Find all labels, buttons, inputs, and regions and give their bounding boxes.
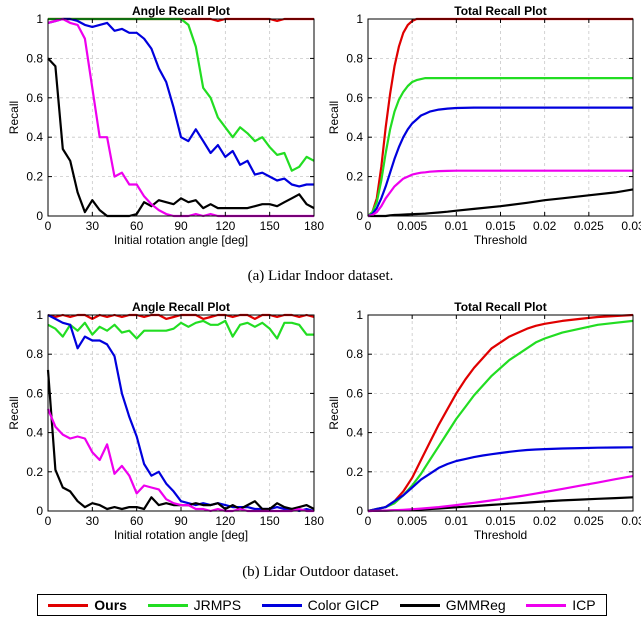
- y-tick-label: 0.2: [26, 465, 43, 479]
- x-tick-label: 0.01: [445, 514, 469, 528]
- x-tick-label: 0.01: [445, 219, 469, 233]
- y-tick-label: 0: [36, 209, 43, 223]
- chart-title: Angle Recall Plot: [132, 4, 230, 18]
- x-tick-label: 0: [365, 219, 372, 233]
- legend-swatch-jrmps: [147, 603, 188, 607]
- y-tick-label: 0: [356, 504, 363, 518]
- y-tick-label: 0.6: [346, 91, 363, 105]
- x-axis-label: Threshold: [474, 233, 527, 247]
- legend-label-jrmps: JRMPS: [193, 597, 242, 613]
- y-tick-label: 0.2: [346, 170, 363, 184]
- y-tick-label: 0.4: [346, 426, 363, 440]
- y-tick-label: 0.6: [26, 386, 43, 400]
- x-tick-label: 0: [45, 219, 52, 233]
- legend-item-color-gicp: Color GICP: [261, 597, 380, 613]
- y-tick-label: 0: [36, 504, 43, 518]
- x-tick-label: 0.025: [574, 219, 604, 233]
- y-tick-label: 0: [356, 209, 363, 223]
- series-line-jrmps: [367, 76, 633, 217]
- legend-item-ours: Ours: [48, 597, 127, 613]
- x-tick-label: 120: [215, 514, 235, 528]
- legend-label-color-gicp: Color GICP: [307, 597, 380, 613]
- y-tick-label: 1: [36, 12, 43, 26]
- x-tick-label: 30: [86, 514, 100, 528]
- y-tick-label: 1: [36, 308, 43, 322]
- legend-swatch-icp: [526, 603, 567, 607]
- x-tick-label: 180: [304, 514, 324, 528]
- y-axis-label: Recall: [7, 396, 21, 429]
- legend-label-icp: ICP: [572, 597, 596, 613]
- legend-label-ours: Ours: [94, 597, 127, 613]
- x-tick-label: 90: [174, 514, 188, 528]
- x-axis-label: Initial rotation angle [deg]: [114, 233, 248, 247]
- x-tick-label: 150: [260, 514, 280, 528]
- chart-outdoor-total: 0 0.005 0.01 0.015 0.02 0.025 0.03 0 0.2 0.4 0.6 0.…: [327, 300, 641, 542]
- legend-item-icp: ICP: [526, 597, 596, 613]
- x-tick-label: 60: [130, 219, 144, 233]
- x-tick-label: 0.005: [397, 514, 427, 528]
- legend: Ours JRMPS Color GICP GMMReg ICP: [37, 594, 607, 616]
- legend-item-gmmreg: GMMReg: [399, 597, 506, 613]
- y-tick-label: 0.4: [26, 130, 43, 144]
- x-tick-label: 120: [215, 219, 235, 233]
- y-tick-label: 0.8: [26, 347, 43, 361]
- y-tick-label: 1: [356, 12, 363, 26]
- y-tick-label: 0.4: [26, 426, 43, 440]
- y-tick-label: 0.8: [346, 347, 363, 361]
- series-line-jrmps: [47, 319, 314, 340]
- chart-indoor-angle: 0 30 60 90 120 150 180 0 0.2 0.4 0.6 0.8 1 Angle Reca…: [7, 4, 324, 247]
- x-tick-label: 60: [130, 514, 144, 528]
- x-tick-label: 0.03: [621, 219, 641, 233]
- legend-item-jrmps: JRMPS: [147, 597, 242, 613]
- y-tick-label: 0.8: [26, 51, 43, 65]
- x-tick-label: 0.02: [533, 514, 557, 528]
- series-line-icp: [367, 169, 633, 218]
- y-tick-label: 0.6: [26, 91, 43, 105]
- series-line-color_gicp: [367, 446, 634, 513]
- x-tick-label: 0: [45, 514, 52, 528]
- y-tick-label: 0.6: [346, 386, 363, 400]
- y-axis-label: Recall: [7, 101, 21, 134]
- x-tick-label: 0: [365, 514, 372, 528]
- x-tick-label: 0.03: [621, 514, 641, 528]
- y-axis-label: Recall: [327, 396, 341, 429]
- chart-title: Total Recall Plot: [454, 4, 546, 18]
- series-line-icp: [367, 475, 634, 513]
- series-line-gmmreg: [46, 369, 315, 511]
- x-tick-label: 0.005: [397, 219, 427, 233]
- legend-swatch-ours: [48, 603, 89, 607]
- legend-label-gmmreg: GMMReg: [445, 597, 506, 613]
- caption-outdoor: (b) Lidar Outdoor dataset.: [242, 564, 399, 580]
- chart-title: Angle Recall Plot: [132, 300, 230, 314]
- x-tick-label: 30: [86, 219, 100, 233]
- chart-indoor-total: 0 0.005 0.01 0.015 0.02 0.025 0.03 0 0.2 0.4 0.6 0.…: [327, 4, 641, 247]
- legend-swatch-gmmreg: [399, 603, 440, 607]
- series-line-color_gicp: [47, 17, 314, 188]
- chart-title: Total Recall Plot: [454, 300, 546, 314]
- x-tick-label: 150: [260, 219, 280, 233]
- y-tick-label: 0.8: [346, 51, 363, 65]
- y-axis-label: Recall: [327, 101, 341, 134]
- y-tick-label: 0.4: [346, 130, 363, 144]
- legend-swatch-color-gicp: [261, 603, 302, 607]
- x-tick-label: 180: [304, 219, 324, 233]
- y-tick-label: 0.2: [346, 465, 363, 479]
- series-line-gmmreg: [47, 57, 315, 218]
- x-tick-label: 90: [174, 219, 188, 233]
- x-tick-label: 0.025: [574, 514, 604, 528]
- x-axis-label: Threshold: [474, 528, 527, 542]
- series-line-color_gicp: [367, 106, 633, 218]
- y-tick-label: 1: [356, 308, 363, 322]
- x-tick-label: 0.02: [533, 219, 557, 233]
- x-tick-label: 0.015: [485, 219, 515, 233]
- y-tick-label: 0.2: [26, 170, 43, 184]
- x-axis-label: Initial rotation angle [deg]: [114, 528, 248, 542]
- series-line-ours: [367, 313, 634, 513]
- chart-outdoor-angle: 0 30 60 90 120 150 180 0 0.2 0.4 0.6 0.8 1 Angle Reca…: [7, 300, 324, 542]
- x-tick-label: 0.015: [485, 514, 515, 528]
- caption-indoor: (a) Lidar Indoor dataset.: [247, 268, 394, 284]
